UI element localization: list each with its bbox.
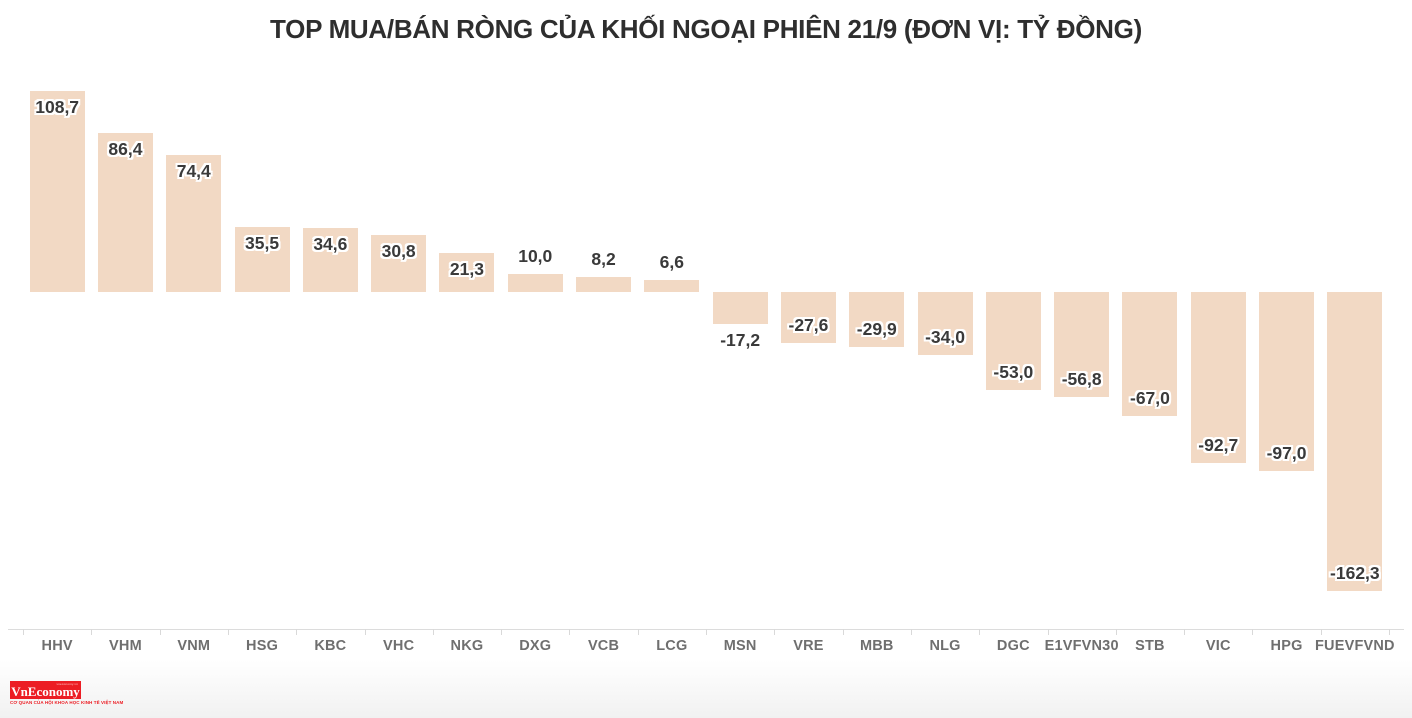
x-axis-tick	[91, 629, 93, 635]
bar-value-label-VNM: 74,4	[176, 160, 211, 181]
bar-VNM	[166, 154, 222, 292]
vneconomy-logo-url: vneconomy.vn	[56, 682, 78, 686]
bar-LCG	[644, 279, 700, 292]
vneconomy-logo-text: VnEconomy	[11, 684, 80, 699]
x-axis-label-DGC: DGC	[996, 638, 1030, 654]
x-axis-label-VHC: VHC	[383, 638, 415, 654]
x-axis-tick	[23, 629, 24, 635]
x-axis-label-NKG: NKG	[450, 638, 484, 654]
x-axis-tick	[910, 629, 912, 635]
x-axis-label-HPG: HPG	[1270, 638, 1303, 654]
x-axis-tick	[364, 629, 366, 635]
bar-MSN	[712, 292, 768, 324]
bar-NKG	[439, 252, 495, 292]
bar-HPG	[1259, 292, 1315, 471]
bar-value-label-NKG: 21,3	[449, 258, 484, 279]
x-axis-tick	[1389, 629, 1390, 635]
bar-VIC	[1190, 292, 1246, 464]
x-axis-tick	[637, 629, 639, 635]
x-axis-label-E1VFVN30: E1VFVN30	[1044, 638, 1119, 654]
x-axis-tick	[1115, 629, 1117, 635]
x-axis-tick	[1320, 629, 1322, 635]
bar-HSG	[234, 226, 290, 292]
bar-NLG	[917, 292, 973, 355]
chart-title: TOP MUA/BÁN RÒNG CỦA KHỐI NGOẠI PHIÊN 21…	[270, 14, 1142, 44]
bar-value-label-DGC: -53,0	[993, 361, 1034, 382]
bar-value-label-LCG: 6,6	[659, 251, 685, 272]
x-axis-label-VRE: VRE	[793, 638, 824, 654]
bar-value-label-VHM: 86,4	[108, 138, 143, 159]
bar-VHC	[371, 235, 427, 292]
x-axis-label-HSG: HSG	[246, 638, 279, 654]
x-axis-label-STB: STB	[1135, 638, 1165, 654]
x-axis-tick	[1184, 629, 1186, 635]
bar-E1VFVN30	[1054, 292, 1110, 397]
bar-value-label-VCB: 8,2	[591, 248, 616, 269]
bar-VCB	[576, 276, 632, 292]
bar-value-label-VIC: -92,7	[1198, 435, 1239, 456]
x-axis-label-NLG: NLG	[929, 638, 961, 654]
x-axis-label-KBC: KBC	[314, 638, 347, 654]
bar-DXG	[507, 273, 563, 292]
bar-value-label-E1VFVN30: -56,8	[1061, 368, 1102, 389]
vneconomy-logo-box: vneconomy.vn VnEconomy	[10, 681, 81, 699]
bar-value-label-MSN: -17,2	[720, 329, 761, 350]
x-axis-label-VCB: VCB	[587, 638, 620, 654]
x-axis-tick	[432, 629, 434, 635]
bar-KBC	[302, 228, 358, 292]
bar-FUEVFVND	[1327, 292, 1383, 592]
bar-DGC	[985, 292, 1041, 390]
x-axis-label-FUEVFVND: FUEVFVND	[1314, 638, 1395, 654]
bar-MBB	[849, 292, 905, 348]
bar-value-label-DXG: 10,0	[518, 245, 553, 266]
x-axis-tick	[1047, 629, 1049, 635]
bar-value-label-HSG: 35,5	[245, 232, 280, 253]
x-axis-label-LCG: LCG	[656, 638, 688, 654]
bar-value-label-NLG: -34,0	[925, 326, 965, 347]
bar-HHV	[29, 91, 85, 292]
bar-value-label-VRE: -27,6	[788, 314, 829, 335]
bar-value-label-KBC: 34,6	[313, 234, 348, 255]
x-axis-tick	[842, 629, 844, 635]
x-axis-tick	[296, 629, 298, 635]
x-axis-label-HHV: HHV	[41, 638, 73, 654]
x-axis-tick	[227, 629, 229, 635]
x-axis-label-MBB: MBB	[859, 638, 894, 654]
bar-STB	[1122, 292, 1178, 416]
x-axis-tick	[569, 629, 571, 635]
bar-VRE	[780, 292, 836, 343]
bar-value-label-MBB: -29,9	[856, 319, 897, 340]
x-axis-tick	[979, 629, 981, 635]
x-axis-label-MSN: MSN	[723, 638, 757, 654]
bar-value-label-HPG: -97,0	[1266, 442, 1307, 463]
vneconomy-logo-tagline: CƠ QUAN CỦA HỘI KHOA HỌC KINH TẾ VIỆT NA…	[10, 700, 124, 705]
x-axis-tick	[159, 629, 161, 635]
x-axis-tick	[774, 629, 776, 635]
vneconomy-logo: vneconomy.vn VnEconomy CƠ QUAN CỦA HỘI K…	[10, 681, 124, 705]
x-axis-label-VNM: VNM	[177, 638, 211, 654]
bar-value-label-HHV: 108,7	[35, 97, 80, 118]
bar-value-label-STB: -67,0	[1129, 387, 1170, 408]
bar-value-label-FUEVFVND: -162,3	[1330, 563, 1380, 584]
x-axis-tick	[1252, 629, 1254, 635]
bar-value-label-VHC: 30,8	[381, 241, 416, 262]
x-axis-label-VHM: VHM	[109, 638, 142, 654]
x-axis-label-VIC: VIC	[1205, 638, 1231, 654]
x-axis-tick	[706, 629, 707, 635]
x-axis-tick	[501, 629, 503, 635]
bar-VHM	[97, 132, 153, 292]
x-axis-label-DXG: DXG	[519, 638, 552, 654]
